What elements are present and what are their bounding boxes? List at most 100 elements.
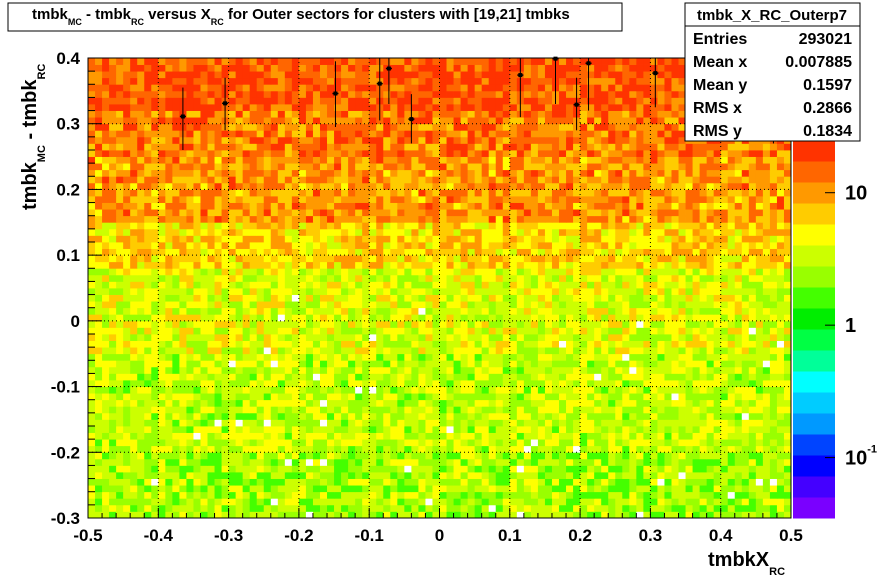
heatmap-cell: [334, 491, 342, 499]
heatmap-cell: [425, 294, 433, 302]
heatmap-cell: [460, 373, 469, 381]
heatmap-cell: [755, 235, 764, 243]
heatmap-cell: [319, 228, 328, 236]
heatmap-cell: [305, 472, 314, 479]
heatmap-cell: [439, 255, 447, 263]
heatmap-cell: [664, 439, 672, 447]
heatmap-cell: [734, 235, 743, 243]
heatmap-cell: [362, 380, 370, 387]
heatmap-cell: [566, 439, 574, 447]
heatmap-cell: [720, 472, 729, 479]
heatmap-cell: [580, 228, 588, 236]
heatmap-cell: [291, 399, 300, 407]
heatmap-cell: [685, 373, 693, 381]
heatmap-cell: [481, 360, 490, 368]
heatmap-cell: [284, 255, 293, 263]
heatmap-cell: [249, 465, 258, 473]
heatmap-cell: [383, 228, 391, 236]
heatmap-cell: [327, 347, 335, 355]
heatmap-cell: [200, 281, 208, 289]
heatmap-cell: [720, 334, 729, 341]
heatmap-cell: [573, 242, 581, 249]
heatmap-cell: [404, 347, 412, 355]
heatmap-cell: [221, 426, 229, 433]
heatmap-cell: [383, 419, 391, 427]
heatmap-cell: [776, 439, 785, 447]
heatmap-cell: [678, 432, 686, 440]
heatmap-cell: [102, 209, 110, 217]
heatmap-cell: [650, 373, 658, 381]
heatmap-cell: [207, 268, 215, 276]
heatmap-cell: [263, 386, 272, 394]
heatmap-cell: [657, 485, 665, 493]
heatmap-cell: [650, 432, 658, 440]
heatmap-cell: [158, 196, 166, 203]
heatmap-cell: [242, 274, 251, 282]
heatmap-cell: [636, 504, 644, 512]
heatmap-cell: [214, 439, 222, 447]
heatmap-cell: [523, 196, 532, 203]
heatmap-cell: [411, 373, 419, 381]
heatmap-cell: [537, 445, 546, 453]
heatmap-cell: [123, 373, 131, 381]
heatmap-cell: [123, 452, 131, 460]
heatmap-cell: [776, 288, 785, 295]
heatmap-cell: [109, 458, 117, 466]
heatmap-cell: [495, 334, 504, 341]
heatmap-cell: [608, 347, 616, 355]
heatmap-cell: [692, 242, 701, 249]
heatmap-cell: [516, 340, 525, 348]
heatmap-cell: [200, 307, 208, 315]
heatmap-cell: [151, 366, 159, 374]
heatmap-cell: [137, 248, 145, 256]
heatmap-cell: [664, 406, 672, 414]
heatmap-cell: [305, 504, 314, 512]
heatmap-cell: [650, 419, 658, 427]
heatmap-cell: [334, 366, 342, 374]
heatmap-cell: [692, 360, 701, 368]
heatmap-cell: [502, 485, 511, 493]
heatmap-cell: [432, 504, 440, 512]
heatmap-cell: [193, 189, 201, 197]
heatmap-cell: [172, 294, 180, 302]
heatmap-cell: [355, 261, 363, 269]
heatmap-cell: [720, 301, 729, 309]
heatmap-cell: [495, 426, 504, 433]
heatmap-cell: [755, 196, 764, 203]
heatmap-cell: [488, 334, 497, 341]
heatmap-cell: [643, 445, 651, 453]
heatmap-cell: [573, 248, 581, 256]
heatmap-cell: [755, 314, 764, 322]
heatmap-cell: [678, 281, 686, 289]
heatmap-cell: [551, 419, 560, 427]
heatmap-cell: [629, 202, 637, 210]
heatmap-cell: [179, 268, 187, 276]
heatmap-cell: [95, 399, 103, 407]
heatmap-cell: [270, 320, 279, 328]
heatmap-cell: [137, 301, 145, 309]
heatmap-cell: [748, 511, 757, 519]
heatmap-cell: [699, 419, 708, 427]
heatmap-cell: [348, 380, 356, 387]
heatmap-cell: [179, 491, 187, 499]
heatmap-cell: [769, 209, 778, 217]
heatmap-cell: [109, 228, 117, 236]
heatmap-cell: [643, 288, 651, 295]
heatmap-cell: [509, 314, 518, 322]
heatmap-cell: [734, 215, 743, 223]
heatmap-cell: [256, 373, 265, 381]
heatmap-cell: [636, 380, 644, 387]
heatmap-cell: [453, 228, 461, 236]
heatmap-cell: [411, 294, 419, 302]
heatmap-cell: [186, 465, 194, 473]
heatmap-cell: [165, 242, 173, 249]
heatmap-cell: [748, 235, 757, 243]
heatmap-cell: [305, 478, 314, 486]
heatmap-cell: [130, 465, 138, 473]
heatmap-cell: [439, 386, 447, 394]
heatmap-cell: [608, 439, 616, 447]
heatmap-cell: [678, 419, 686, 427]
heatmap-cell: [509, 439, 518, 447]
heatmap-cell: [439, 320, 447, 328]
heatmap-cell: [298, 288, 307, 295]
